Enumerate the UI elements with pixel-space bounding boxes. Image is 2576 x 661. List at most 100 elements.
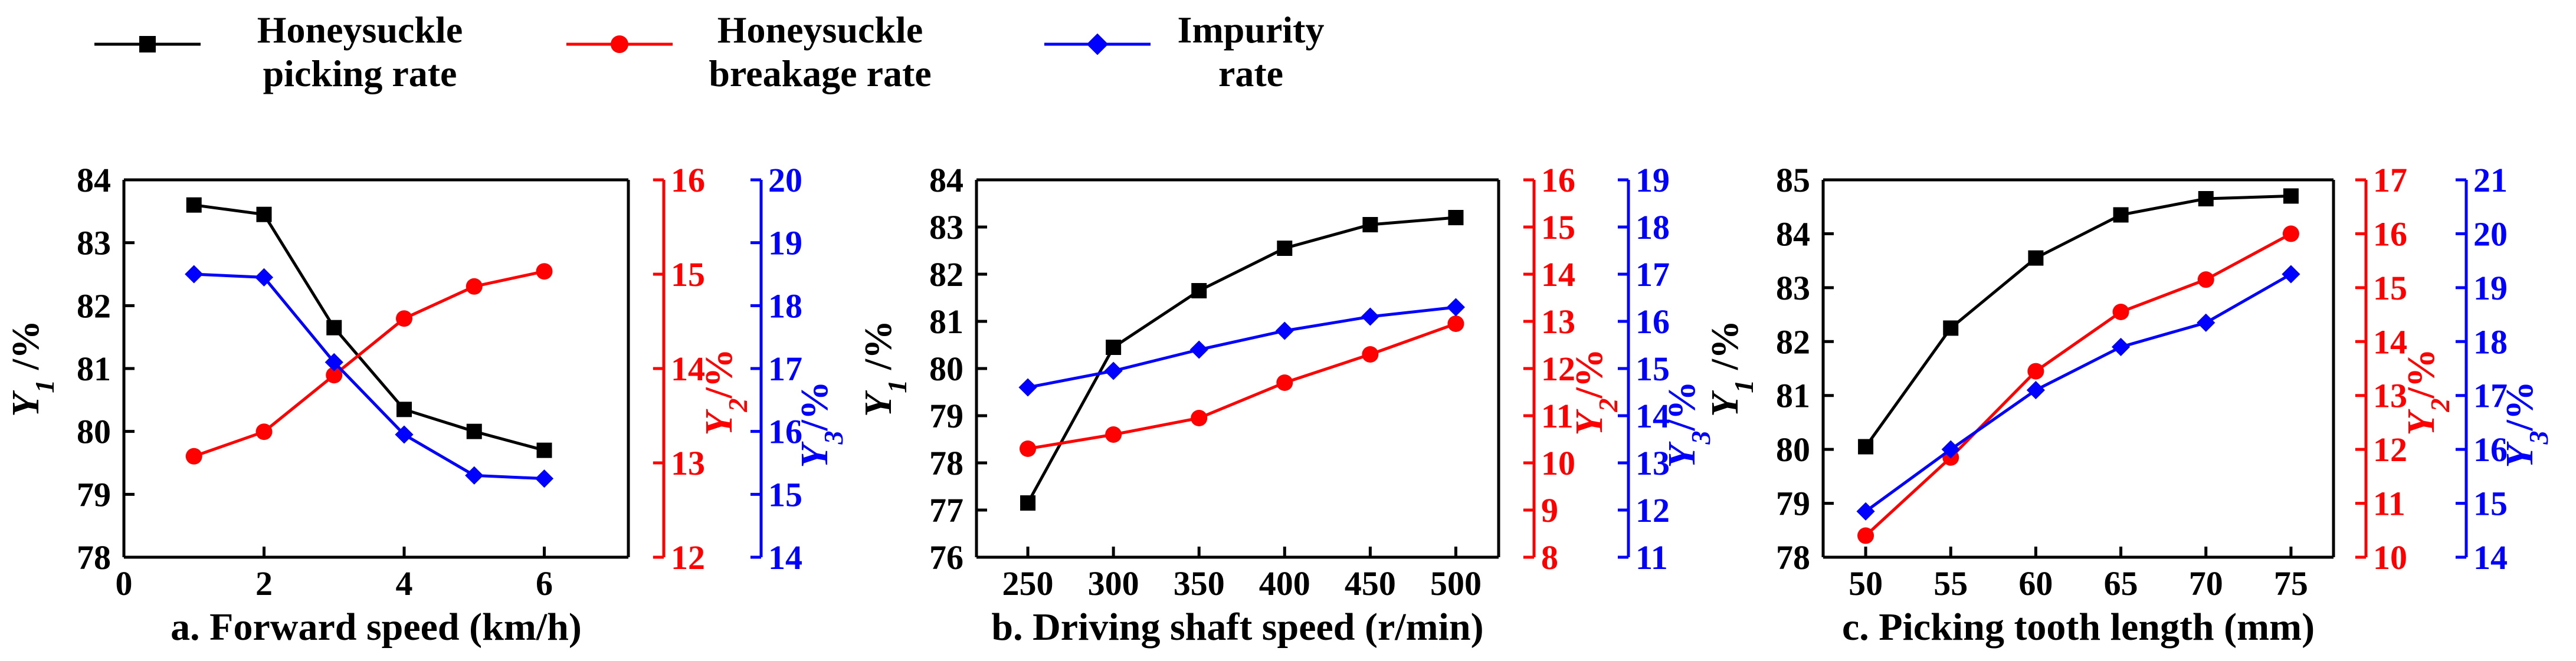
data-point-square [536,442,552,458]
y1-tick-label: 83 [929,208,963,246]
y1-tick-label: 85 [1776,161,1810,199]
legend-label-line1: Honeysuckle [257,9,463,51]
y1-tick-label: 77 [929,491,963,530]
y3-tick-label: 18 [768,287,802,325]
x-tick-label: 75 [2274,564,2308,603]
legend-label-line2: breakage rate [709,52,932,94]
x-tick-label: 2 [255,564,273,603]
x-axis-title: c. Picking tooth length (mm) [1842,606,2315,649]
x-tick-label: 350 [1174,564,1225,603]
legend-swatch-impurity-rate [1044,33,1151,55]
data-point-square [466,423,482,439]
data-point-diamond [254,268,274,287]
data-point-square [2198,191,2214,206]
data-point-circle [326,367,343,384]
y1-axis-title: Y1 /% [4,320,60,417]
chart-panel-c: 50 55 60 65 70 75c. Picking tooth length (mm)… [1703,161,2554,649]
series-line-diamond [1027,305,1456,389]
x-tick-label: 4 [396,564,413,603]
y2-axis-title: Y2/% [697,348,753,436]
y1-tick-label: 79 [929,397,963,435]
data-point-diamond [1018,378,1037,397]
y3-tick-label: 17 [2473,377,2508,415]
legend-item-impurity-rate: Impurity rate [1156,8,1345,96]
y3-tick-label: 16 [2473,430,2508,469]
data-point-circle [2197,271,2214,288]
y2-tick-label: 14 [1541,255,1575,294]
y3-tick-label: 14 [768,538,802,577]
y2-tick-label: 10 [2373,538,2407,577]
x-tick-label: 500 [1430,564,1482,603]
data-point-diamond [2026,381,2045,400]
y3-axis-title: Y3/% [2498,381,2554,468]
data-point-square [1191,283,1207,298]
y2-tick-label: 16 [1541,161,1575,199]
legend-item-breakage-rate: Honeysuckle breakage rate [673,8,968,96]
x-axis-title: b. Driving shaft speed (r/min) [991,606,1483,649]
y1-tick-label: 80 [77,413,111,451]
y2-tick-label: 8 [1541,538,1558,577]
legend-label-line1: Impurity [1177,9,1325,51]
data-point-circle [2112,304,2129,320]
data-point-square [1106,340,1122,355]
legend-swatch-picking-rate [94,36,201,52]
data-point-diamond [1189,340,1208,359]
y3-tick-label: 15 [768,475,802,514]
y1-tick-label: 84 [929,161,963,199]
y3-axis-title: Y3/% [1660,381,1716,468]
series-line-square [1864,194,2291,448]
data-point-square [186,197,202,213]
legend-label-line2: rate [1218,52,1284,94]
data-point-circle [1362,346,1379,363]
x-tick-label: 50 [1849,564,1883,603]
y2-tick-label: 15 [671,255,705,294]
data-point-diamond [185,265,204,284]
y1-tick-label: 79 [77,475,111,514]
y3-tick-label: 14 [1636,397,1670,435]
y1-tick-label: 82 [1776,323,1810,361]
x-axis-title: a. Forward speed (km/h) [171,606,582,649]
y1-tick-label: 82 [77,287,111,325]
data-point-square [1448,210,1464,225]
x-tick-label: 70 [2189,564,2223,603]
y2-tick-label: 16 [671,161,705,199]
y3-tick-label: 19 [2473,269,2508,307]
y1-tick-label: 80 [1776,430,1810,469]
y2-tick-label: 12 [1541,350,1575,388]
y3-tick-label: 15 [2473,485,2508,523]
y1-tick-label: 84 [77,161,111,199]
y2-tick-label: 13 [671,444,705,482]
y3-tick-label: 11 [1636,538,1668,577]
y2-tick-label: 17 [2373,161,2407,199]
y3-tick-label: 16 [1636,302,1670,341]
y1-tick-label: 79 [1776,485,1810,523]
x-tick-label: 55 [1933,564,1968,603]
y2-tick-label: 10 [1541,444,1575,482]
y3-tick-label: 20 [768,161,802,199]
y1-tick-label: 80 [929,350,963,388]
data-point-diamond [535,469,554,488]
y2-tick-label: 11 [2373,485,2405,523]
data-point-square [1020,495,1036,511]
series-line-square [1026,216,1456,504]
data-point-circle [2027,363,2044,380]
y2-tick-label: 13 [2373,377,2407,415]
data-point-diamond [1856,502,1875,521]
data-point-square [396,402,412,417]
y1-tick-label: 78 [1776,538,1810,577]
y2-tick-label: 11 [1541,397,1574,435]
y3-tick-label: 14 [2473,538,2508,577]
x-tick-label: 400 [1259,564,1310,603]
chart-panel-a: 0 2 4 6a. Forward speed (km/h) 78 79 80 81 82 83 8… [4,161,848,649]
data-point-circle [1105,426,1122,443]
data-point-circle [1020,440,1037,457]
data-point-circle [255,423,273,440]
y2-tick-label: 15 [2373,269,2407,307]
series-line-diamond [1864,272,2292,513]
y2-tick-label: 16 [2373,215,2407,253]
y1-tick-label: 81 [77,350,111,388]
data-point-circle [185,448,202,465]
y3-tick-label: 17 [768,350,802,388]
